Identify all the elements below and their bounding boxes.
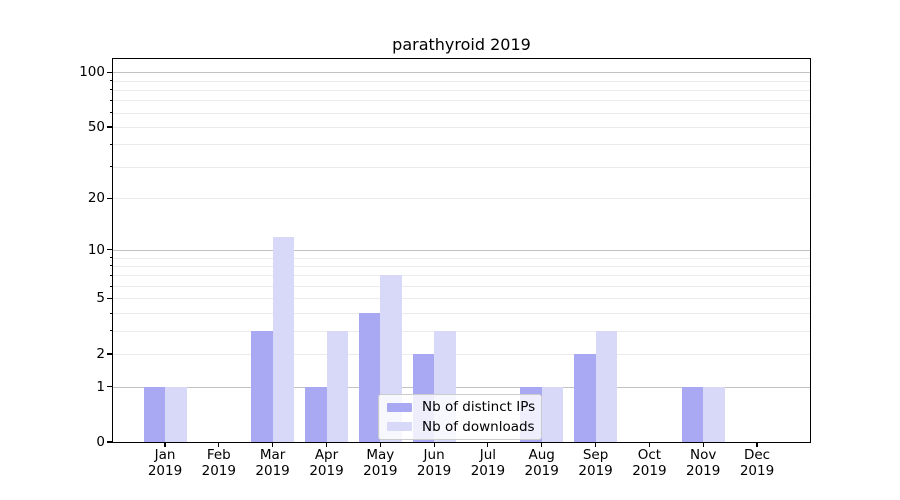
x-tick-mark — [648, 443, 650, 448]
x-tick-mark — [164, 443, 166, 448]
plot-area — [113, 59, 810, 442]
bar-downloads — [595, 330, 618, 442]
axis-spine-top — [111, 57, 812, 59]
y-minor-tick-mark — [109, 257, 113, 258]
gridline — [113, 354, 810, 355]
y-tick-label: 50 — [87, 119, 105, 135]
chart-title: parathyroid 2019 — [392, 35, 531, 54]
bar-downloads — [326, 330, 348, 442]
y-tick-label: 0 — [96, 434, 105, 450]
x-tick-mark — [272, 443, 274, 448]
y-minor-tick-mark — [109, 89, 113, 91]
legend-label-downloads: Nb of downloads — [422, 418, 535, 435]
x-tick-mark — [756, 443, 758, 448]
legend: Nb of distinct IPs Nb of downloads — [378, 394, 542, 440]
gridline — [113, 286, 810, 288]
x-tick-label: May 2019 — [363, 447, 398, 479]
y-tick-mark — [106, 353, 113, 355]
bar-distinct-ips — [143, 386, 165, 442]
y-minor-tick-mark — [109, 166, 113, 168]
gridline — [113, 144, 810, 146]
y-minor-tick-mark — [109, 274, 113, 276]
gridline — [113, 313, 810, 314]
x-tick-mark — [218, 443, 220, 448]
y-minor-tick-mark — [109, 312, 113, 314]
y-tick-mark — [106, 197, 113, 199]
x-tick-label: Dec 2019 — [739, 447, 775, 479]
gridline — [113, 80, 810, 82]
gridline — [113, 89, 810, 91]
x-tick-label: Jan 2019 — [147, 447, 183, 479]
x-tick-label: Jul 2019 — [470, 447, 506, 479]
x-tick-label: Feb 2019 — [201, 447, 236, 479]
y-tick-label: 100 — [79, 64, 105, 81]
y-tick-label: 20 — [87, 190, 105, 207]
bar-distinct-ips — [251, 330, 273, 442]
x-tick-mark — [487, 443, 489, 448]
y-tick-mark — [106, 441, 113, 443]
x-tick-label: Mar 2019 — [255, 447, 290, 479]
y-minor-tick-mark — [109, 143, 113, 145]
bar-downloads — [541, 386, 564, 442]
gridline — [113, 112, 810, 114]
y-tick-label: 10 — [87, 241, 105, 258]
axis-spine-left — [111, 57, 113, 444]
legend-swatch-distinct-ips — [387, 402, 412, 413]
x-tick-mark — [702, 443, 704, 448]
gridline — [113, 298, 810, 300]
x-tick-label: Sep 2019 — [578, 447, 613, 479]
x-tick-label: Aug 2019 — [524, 447, 559, 479]
gridline — [113, 166, 810, 168]
bar-downloads — [703, 386, 725, 442]
gridline — [113, 72, 810, 74]
gridline — [113, 330, 810, 332]
bar-distinct-ips — [358, 313, 381, 442]
x-tick-mark — [595, 443, 597, 448]
y-tick-label: 5 — [96, 290, 105, 307]
bar-distinct-ips — [305, 386, 327, 442]
axis-spine-bottom — [111, 442, 812, 444]
x-tick-label: Oct 2019 — [632, 447, 667, 479]
y-tick-mark — [106, 126, 113, 128]
legend-item-distinct-ips: Nb of distinct IPs — [387, 400, 541, 414]
y-minor-tick-mark — [109, 112, 113, 114]
x-tick-label: Jun 2019 — [416, 447, 452, 479]
gridline — [113, 100, 810, 102]
y-tick-label: 1 — [96, 378, 105, 395]
gridline — [113, 249, 810, 251]
gridline — [113, 386, 810, 388]
y-minor-tick-mark — [109, 265, 113, 267]
y-minor-tick-mark — [109, 285, 113, 287]
y-tick-mark — [106, 297, 113, 299]
gridline — [113, 198, 810, 200]
bar-downloads — [165, 386, 187, 442]
bar-downloads — [272, 236, 295, 442]
x-tick-mark — [379, 443, 381, 448]
x-tick-label: Nov 2019 — [686, 447, 721, 479]
y-minor-tick-mark — [109, 99, 113, 101]
legend-swatch-downloads — [387, 421, 412, 432]
bar-distinct-ips — [574, 354, 596, 442]
y-tick-label: 2 — [96, 346, 105, 362]
y-tick-mark — [106, 249, 113, 251]
gridline — [113, 257, 810, 259]
y-minor-tick-mark — [109, 80, 113, 82]
x-tick-mark — [541, 443, 543, 448]
y-tick-mark — [106, 71, 113, 73]
legend-item-downloads: Nb of downloads — [387, 420, 541, 434]
legend-label-distinct-ips: Nb of distinct IPs — [422, 399, 536, 416]
y-tick-mark — [106, 385, 113, 388]
x-tick-label: Apr 2019 — [309, 447, 344, 479]
y-minor-tick-mark — [109, 330, 113, 332]
x-tick-mark — [325, 443, 328, 448]
gridline — [113, 127, 810, 128]
gridline — [113, 265, 810, 267]
gridline — [113, 275, 810, 277]
x-tick-mark — [433, 443, 435, 448]
bar-distinct-ips — [681, 386, 704, 442]
axis-spine-right — [810, 57, 812, 444]
